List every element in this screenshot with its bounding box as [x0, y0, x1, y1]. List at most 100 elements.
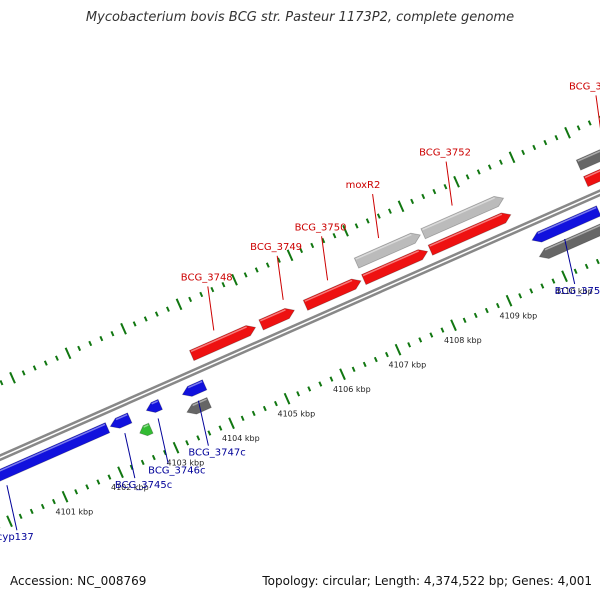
forward-tick-track-minor-tick	[277, 257, 281, 263]
gene-arrow	[531, 205, 600, 243]
gene-feature	[538, 221, 600, 259]
gene-label-leader	[445, 161, 453, 206]
reverse-tick-track-minor-tick	[18, 513, 23, 520]
reverse-tick-track-minor-tick	[385, 351, 389, 358]
forward-tick-track-minor-tick	[376, 213, 381, 219]
gene-arrow	[420, 195, 505, 240]
gene-arrow-highlight	[537, 206, 597, 235]
reverse-tick-track-minor-tick	[307, 386, 312, 392]
reverse-tick-track-minor-tick	[40, 503, 45, 510]
map-title: Mycobacterium bovis BCG str. Pasteur 117…	[85, 10, 515, 25]
gene-label-BCG_3746c: BCG_3746c	[148, 465, 205, 476]
forward-tick-track-minor-tick	[21, 370, 26, 376]
reverse-tick-track-minor-tick	[429, 332, 434, 338]
forward-tick-track-major-tick	[64, 347, 72, 360]
reverse-tick-track-minor-tick	[551, 278, 556, 284]
forward-tick-track-minor-tick	[143, 316, 148, 322]
forward-tick-track-major-tick	[120, 322, 127, 335]
kbp-tick-label: 4109 kbp	[499, 311, 537, 320]
reverse-tick-track-minor-tick	[540, 283, 545, 289]
forward-tick-track-major-tick	[508, 151, 516, 164]
gene-shapes	[0, 132, 600, 489]
reverse-tick-track-minor-tick	[196, 435, 201, 441]
reverse-tick-track-minor-tick	[185, 440, 190, 446]
forward-tick-track-minor-tick	[532, 144, 537, 151]
gene-feature	[361, 249, 429, 286]
reverse-tick-track-minor-tick	[584, 263, 589, 270]
gene-arrow-highlight	[143, 424, 149, 428]
reverse-tick-track-major-tick	[61, 490, 69, 503]
forward-tick-track-minor-tick	[465, 174, 470, 180]
gene-arrow-highlight	[192, 398, 207, 407]
gene-cyp137	[0, 422, 111, 489]
forward-tick-track-major-tick	[342, 224, 349, 237]
gene-BCG_3753c	[531, 205, 600, 243]
forward-tick-track-minor-tick	[43, 360, 48, 366]
gene-label-BCG_3753c: BCG_3753c	[555, 286, 600, 297]
gene-feature	[186, 396, 212, 415]
kbp-tick-label: 4107 kbp	[388, 360, 426, 369]
reverse-tick-track-minor-tick	[351, 366, 356, 373]
reverse-tick-track-minor-tick	[52, 498, 56, 505]
gene-arrow	[186, 396, 212, 415]
gene-arrow-highlight	[429, 213, 503, 247]
forward-tick-track-major-tick	[397, 200, 405, 213]
gene-BCG_3750	[302, 278, 362, 311]
forward-tick-track-minor-tick	[0, 380, 4, 386]
forward-tick-track-minor-tick	[265, 262, 270, 268]
gene-arrow-highlight	[544, 223, 600, 251]
gene-arrow-highlight	[577, 133, 600, 162]
reverse-tick-track-minor-tick	[274, 400, 278, 407]
gene-arrow	[575, 132, 600, 171]
forward-tick-track-minor-tick	[443, 184, 448, 190]
forward-tick-track-minor-tick	[88, 340, 93, 347]
gene-arrow	[361, 249, 429, 286]
gene-arrow-highlight	[355, 233, 412, 260]
forward-tick-track-minor-tick	[476, 169, 481, 175]
forward-tick-track-minor-tick	[77, 345, 82, 352]
gene-BCG_3752	[420, 195, 505, 240]
reverse-tick-track-minor-tick	[573, 268, 578, 275]
reverse-tick-track-minor-tick	[418, 337, 423, 343]
forward-tick-track-minor-tick	[55, 355, 59, 361]
gene-labels: cyp137 BCG_3745c BCG_3746c BCG_3747c BCG_374…	[0, 81, 600, 543]
gene-arrow	[181, 379, 208, 397]
kbp-tick-label: 4105 kbp	[277, 409, 315, 418]
gene-label-leader	[321, 236, 329, 281]
gene-arrow-highlight	[115, 413, 128, 421]
reverse-tick-track-minor-tick	[484, 307, 489, 314]
forward-tick-track-minor-tick	[299, 247, 304, 254]
reverse-tick-track-major-tick	[6, 515, 13, 528]
reverse-tick-track-minor-tick	[318, 381, 323, 387]
forward-tick-track-minor-tick	[32, 365, 37, 371]
gene-arrow	[353, 232, 421, 269]
forward-tick-track-major-tick	[453, 175, 460, 188]
reverse-tick-track-minor-tick	[207, 430, 212, 436]
gene-arrow	[302, 278, 362, 311]
reverse-tick-track-minor-tick	[74, 489, 79, 495]
backbone-line-upper	[0, 189, 600, 457]
forward-tick-track-minor-tick	[432, 188, 437, 195]
forward-tick-track-minor-tick	[154, 311, 159, 317]
gene-label-BCG_3752: BCG_3752	[419, 148, 471, 159]
gene-arrow	[109, 412, 133, 429]
reverse-tick-track-minor-tick	[518, 293, 523, 299]
gene-label-leader	[276, 255, 284, 300]
reverse-tick-track-minor-tick	[529, 288, 534, 294]
forward-tick-track-minor-tick	[110, 331, 115, 337]
reverse-tick-track-major-tick	[172, 441, 180, 454]
gene-arrow-highlight	[151, 400, 159, 405]
gene-label-BCG_3748: BCG_3748	[181, 272, 233, 283]
gene-label-leader	[207, 286, 215, 331]
reverse-tick-track-major-tick	[339, 368, 346, 381]
gene-feature	[427, 212, 512, 256]
gene-arrow-highlight	[260, 309, 286, 322]
gene-BCG_3745c	[109, 412, 133, 429]
kbp-tick-label: 4102 kbp	[111, 483, 149, 492]
reverse-tick-track-minor-tick	[251, 410, 256, 417]
reverse-tick-track-minor-tick	[151, 454, 156, 461]
forward-tick-track-minor-tick	[499, 159, 503, 165]
forward-tick-track-minor-tick	[587, 120, 592, 126]
forward-tick-track-minor-tick	[221, 282, 226, 288]
